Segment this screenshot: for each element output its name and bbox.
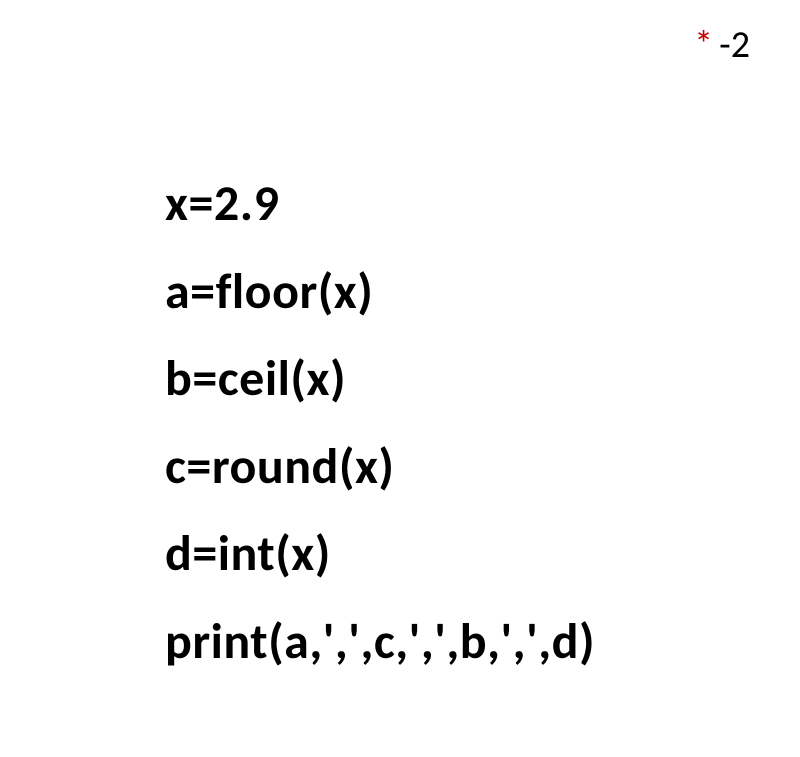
- code-line: print(a,',',c,',',b,',',d): [165, 598, 595, 686]
- code-line: b=ceil(x): [165, 335, 595, 423]
- code-line: a=floor(x): [165, 248, 595, 336]
- code-line: d=int(x): [165, 510, 595, 598]
- score-label: *-2: [694, 22, 750, 68]
- code-block: x=2.9 a=floor(x) b=ceil(x) c=round(x) d=…: [165, 160, 595, 685]
- asterisk-icon: *: [694, 22, 713, 68]
- code-line: c=round(x): [165, 423, 595, 511]
- score-value: -2: [719, 22, 750, 68]
- page-container: *-2 x=2.9 a=floor(x) b=ceil(x) c=round(x…: [0, 0, 800, 757]
- code-line: x=2.9: [165, 160, 595, 248]
